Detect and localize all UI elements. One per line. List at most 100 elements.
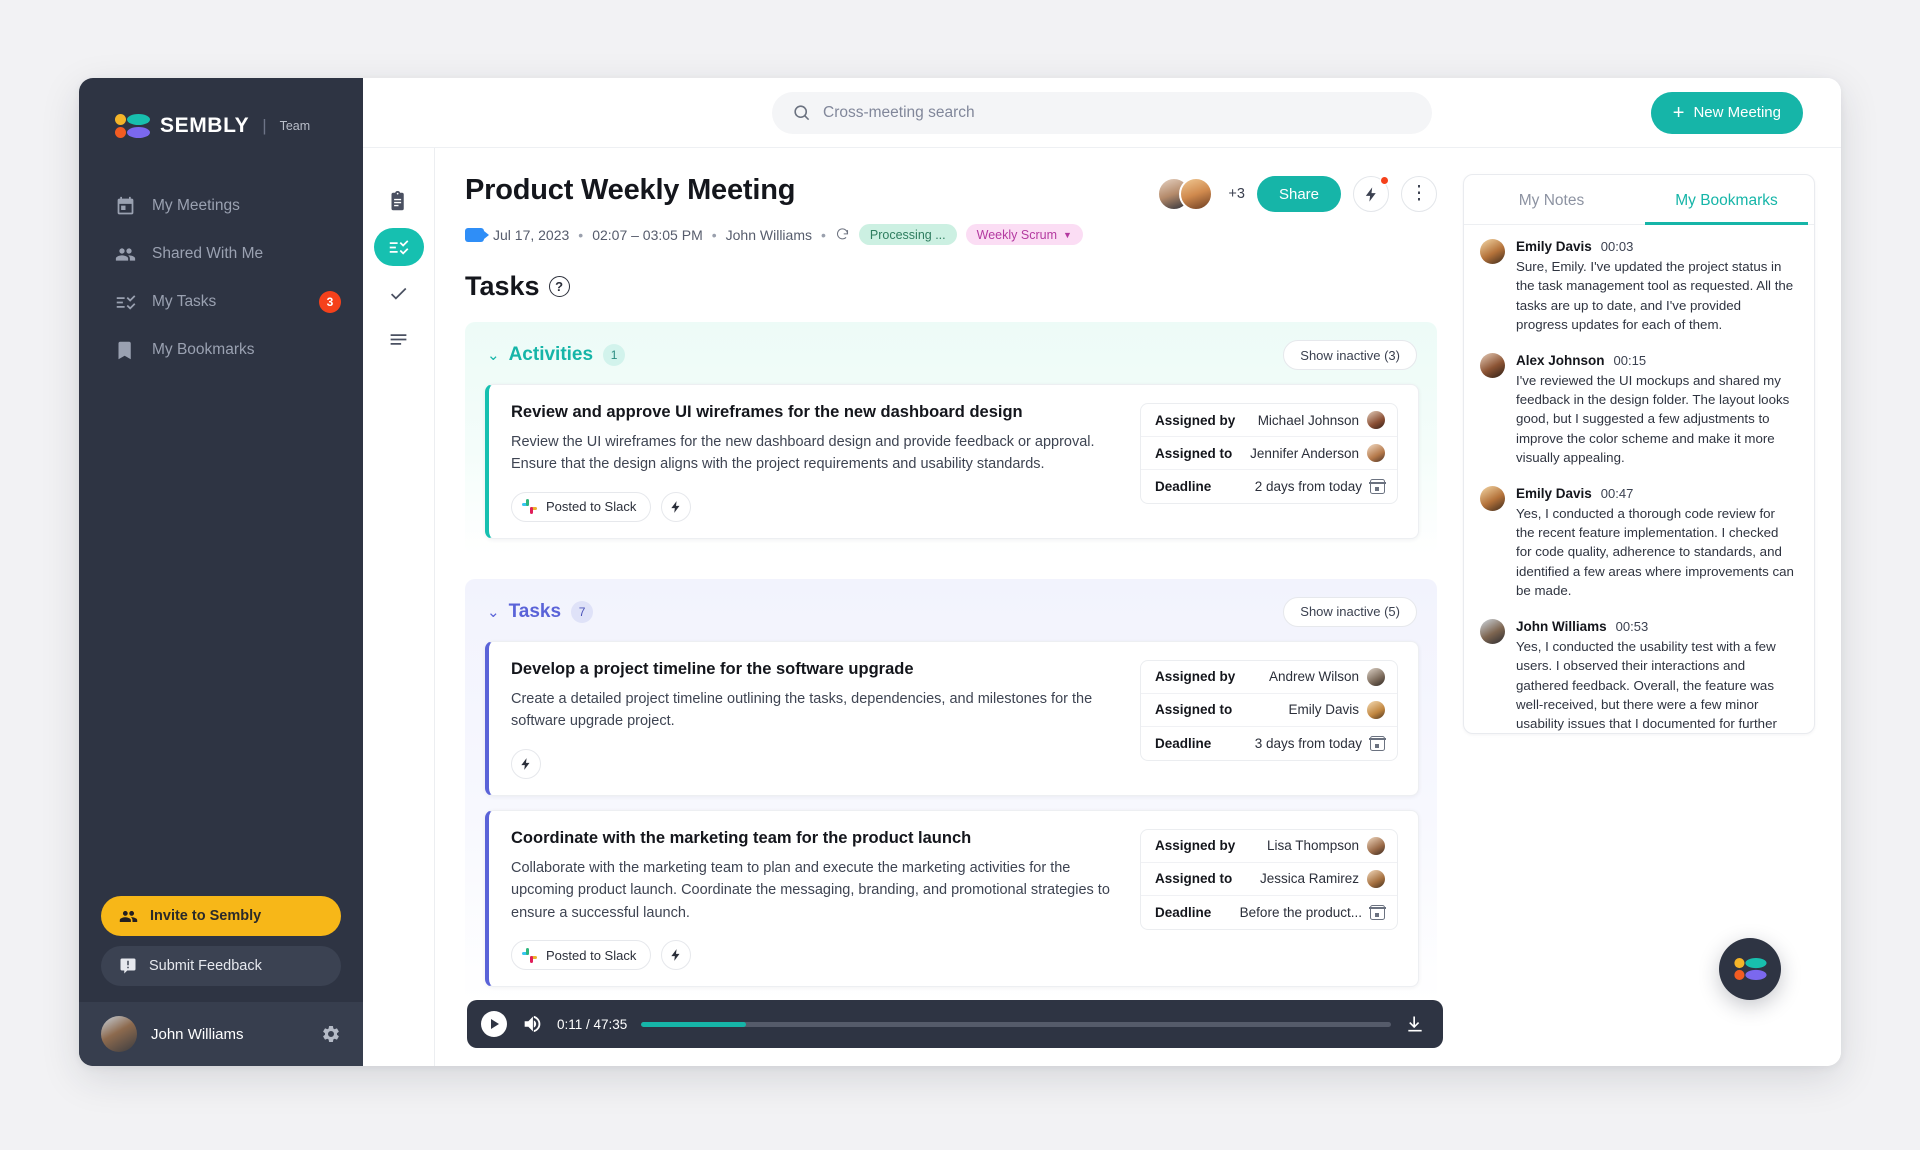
deadline-label: Deadline [1155, 904, 1212, 920]
list-item[interactable]: John Williams 00:53 Yes, I conducted the… [1480, 618, 1796, 733]
feedback-bubble-icon [120, 958, 136, 974]
sidebar-item-label: My Tasks [152, 293, 217, 310]
list-item[interactable]: Emily Davis 00:03 Sure, Emily. I've upda… [1480, 239, 1796, 335]
assigned-to-row: Assigned to Emily Davis [1141, 694, 1397, 727]
note-body: Alex Johnson 00:15 I've reviewed the UI … [1516, 353, 1796, 468]
assigned-to-name: Jennifer Anderson [1250, 445, 1359, 461]
tab-my-notes[interactable]: My Notes [1518, 192, 1585, 209]
lightning-icon [671, 949, 680, 962]
task-badges: Posted to Slack [511, 491, 1122, 522]
task-automation-button[interactable] [661, 940, 692, 971]
more-options-button[interactable]: ⋮ [1401, 176, 1437, 212]
task-automation-button[interactable] [511, 748, 541, 779]
assigned-by-row: Assigned by Michael Johnson [1141, 404, 1397, 437]
assigned-by-label: Assigned by [1155, 838, 1236, 854]
list-item[interactable]: Emily Davis 00:47 Yes, I conducted a tho… [1480, 485, 1796, 601]
play-button[interactable] [481, 1011, 507, 1037]
sidebar-item-my-bookmarks[interactable]: My Bookmarks [79, 326, 363, 374]
refresh-icon[interactable] [835, 227, 850, 242]
note-header: Emily Davis 00:47 [1516, 486, 1796, 501]
group-name: Activities [508, 344, 594, 365]
search-input[interactable] [823, 103, 1412, 122]
new-meeting-button[interactable]: + New Meeting [1650, 91, 1803, 134]
assigned-by-label: Assigned by [1155, 669, 1236, 685]
group-tasks: ⌄ Tasks 7 Show inactive (5) Develop a pr… [465, 578, 1437, 1004]
sembly-assistant-fab[interactable] [1719, 938, 1781, 1000]
task-description: Collaborate with the marketing team to p… [511, 859, 1110, 921]
invite-to-sembly-button[interactable]: Invite to Sembly [101, 896, 341, 936]
task-card[interactable]: Develop a project timeline for the softw… [485, 640, 1419, 796]
task-card[interactable]: Coordinate with the marketing team for t… [485, 809, 1419, 988]
brand-logo[interactable]: SEMBLY | Team [79, 78, 363, 138]
group-activities: ⌄ Activities 1 Show inactive (3) Review … [465, 322, 1437, 555]
player-progress-track[interactable] [641, 1021, 1391, 1027]
calendar-icon[interactable] [1369, 479, 1386, 494]
share-button[interactable]: Share [1256, 176, 1341, 212]
sidebar-item-my-meetings[interactable]: My Meetings [79, 182, 363, 230]
sidebar-item-shared-with-me[interactable]: Shared With Me [79, 230, 363, 278]
help-icon[interactable]: ? [548, 276, 570, 297]
search-icon [794, 105, 810, 121]
download-icon[interactable] [1405, 1014, 1425, 1034]
user-profile-row[interactable]: John Williams [79, 1002, 363, 1066]
task-content: Review and approve UI wireframes for the… [511, 403, 1122, 522]
note-author: Alex Johnson [1516, 352, 1605, 368]
top-bar: + New Meeting [363, 78, 1841, 148]
volume-icon[interactable] [521, 1013, 543, 1035]
people-icon [115, 244, 136, 265]
calendar-icon[interactable] [1369, 735, 1386, 751]
sidebar-item-my-tasks[interactable]: My Tasks 3 [79, 278, 363, 326]
meeting-detail-column: Product Weekly Meeting +3 Share [435, 148, 1463, 1066]
note-header: Emily Davis 00:03 [1516, 239, 1796, 254]
bookmark-icon [115, 340, 136, 361]
rail-button-transcript[interactable] [374, 320, 424, 358]
task-automation-button[interactable] [661, 491, 692, 522]
calendar-icon [115, 196, 136, 217]
rail-button-tasks[interactable] [373, 228, 424, 266]
posted-to-slack-chip[interactable]: Posted to Slack [511, 940, 652, 971]
search-box[interactable] [772, 91, 1432, 134]
brand-edition: Team [279, 119, 311, 133]
posted-to-slack-chip[interactable]: Posted to Slack [511, 491, 652, 522]
bookmark-list: Emily Davis 00:03 Sure, Emily. I've upda… [1464, 225, 1814, 733]
page-title: Product Weekly Meeting [465, 174, 796, 206]
submit-feedback-button[interactable]: Submit Feedback [101, 946, 341, 986]
rail-button-clipboard[interactable] [374, 182, 424, 220]
brand-separator: | [262, 116, 267, 135]
deadline-row: Deadline 3 days from today [1141, 727, 1397, 760]
app-window: SEMBLY | Team My Meetings Shared With Me [79, 78, 1841, 1066]
slack-icon [522, 499, 537, 515]
rail-button-check[interactable] [374, 274, 424, 312]
task-groups: ⌄ Activities 1 Show inactive (3) Review … [465, 322, 1437, 1004]
assigned-by-name: Lisa Thompson [1266, 838, 1359, 854]
meeting-time-range: 02:07 – 03:05 PM [592, 226, 703, 243]
gear-icon[interactable] [321, 1024, 341, 1044]
sidebar-item-label: Shared With Me [152, 245, 264, 262]
show-inactive-button[interactable]: Show inactive (5) [1283, 596, 1417, 627]
calendar-icon[interactable] [1369, 904, 1386, 920]
automations-button[interactable] [1353, 176, 1389, 212]
task-badges [511, 748, 1122, 779]
note-author: John Williams [1516, 618, 1607, 634]
participant-avatars[interactable] [1157, 177, 1214, 211]
group-name: Tasks [508, 600, 562, 622]
chevron-down-icon[interactable]: ⌄ [487, 347, 500, 364]
assigned-to-value: Jennifer Anderson [1250, 444, 1385, 462]
separator-dot: • [578, 226, 584, 243]
assigned-to-name: Jessica Ramirez [1259, 871, 1359, 887]
section-header: Tasks ? [465, 271, 1437, 302]
avatar [1480, 239, 1505, 264]
tab-my-bookmarks[interactable]: My Bookmarks [1639, 175, 1814, 225]
transcript-icon [390, 333, 407, 345]
chevron-down-icon[interactable]: ⌄ [487, 603, 500, 621]
plus-icon: + [1672, 101, 1685, 124]
slack-chip-label: Posted to Slack [546, 947, 637, 963]
sidebar-tasks-badge: 3 [319, 291, 341, 313]
show-inactive-button[interactable]: Show inactive (3) [1283, 340, 1417, 370]
note-body: John Williams 00:53 Yes, I conducted the… [1516, 618, 1796, 733]
view-rail [363, 148, 435, 1066]
meeting-tag-chip[interactable]: Weekly Scrum ▼ [965, 224, 1083, 245]
task-card[interactable]: Review and approve UI wireframes for the… [485, 384, 1419, 539]
assigned-by-row: Assigned by Lisa Thompson [1141, 830, 1397, 863]
list-item[interactable]: Alex Johnson 00:15 I've reviewed the UI … [1480, 352, 1796, 468]
